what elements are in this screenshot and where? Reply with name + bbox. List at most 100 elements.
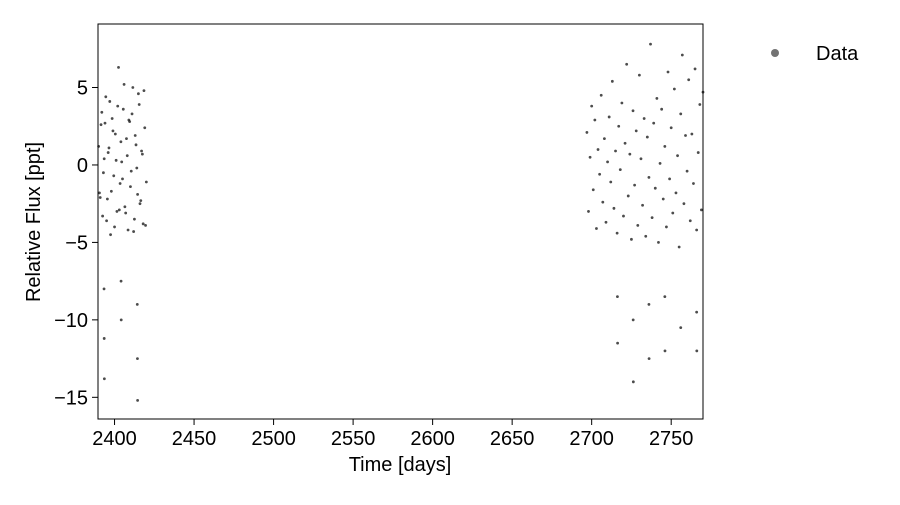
data-point: [628, 152, 632, 156]
data-point: [101, 214, 105, 218]
data-point: [606, 160, 609, 164]
data-point: [679, 326, 683, 330]
data-point: [663, 144, 667, 148]
data-point: [663, 349, 667, 353]
data-point: [98, 196, 102, 199]
data-point: [125, 154, 129, 158]
data-point: [620, 101, 624, 105]
data-point: [131, 86, 135, 89]
data-point: [141, 222, 145, 226]
y-tick-label: 5: [77, 78, 88, 100]
data-point: [610, 79, 614, 83]
data-point: [123, 205, 127, 209]
data-point: [700, 208, 703, 212]
data-point: [136, 92, 140, 96]
x-tick-label: 2500: [251, 428, 296, 450]
data-point: [666, 70, 670, 74]
data-point: [649, 42, 652, 46]
data-point: [626, 194, 630, 198]
y-tick-label: −15: [54, 387, 88, 409]
legend-label: Data: [816, 43, 859, 65]
x-axis-label: Time [days]: [349, 454, 452, 476]
data-point: [631, 109, 635, 113]
data-point: [117, 208, 121, 212]
plot-frame: [97, 23, 704, 420]
data-point: [115, 210, 119, 213]
x-tick-label: 2450: [172, 428, 217, 450]
data-point: [139, 199, 143, 202]
data-point: [692, 182, 695, 185]
data-point: [623, 141, 627, 145]
data-point: [124, 211, 128, 215]
data-point: [668, 177, 672, 181]
data-point: [136, 357, 139, 360]
data-point: [122, 83, 126, 86]
data-point: [102, 377, 106, 381]
data-point: [130, 112, 134, 116]
data-point: [107, 146, 111, 150]
data-point: [119, 318, 123, 322]
data-point: [587, 210, 590, 213]
data-point: [595, 227, 598, 230]
data-point: [690, 132, 694, 136]
data-point: [144, 223, 147, 227]
data-point: [121, 177, 124, 181]
data-point: [631, 380, 635, 384]
data-point: [110, 117, 114, 120]
data-point: [617, 124, 621, 128]
data-point: [137, 103, 141, 106]
data-point: [698, 103, 702, 106]
y-tick-label: −10: [54, 310, 88, 332]
data-point: [135, 166, 139, 170]
x-tick-label: 2700: [569, 428, 614, 450]
data-point: [129, 169, 133, 173]
data-point: [661, 197, 665, 201]
data-point: [672, 87, 676, 91]
data-point: [634, 129, 638, 133]
data-point: [696, 151, 700, 154]
x-tick-label: 2650: [490, 428, 535, 450]
legend-marker: [771, 49, 779, 57]
data-point: [128, 120, 132, 123]
data-point: [602, 137, 606, 141]
data-point: [132, 230, 136, 233]
data-point: [113, 225, 116, 229]
data-point: [596, 148, 600, 151]
data-point: [614, 149, 617, 153]
data-point: [657, 241, 660, 244]
y-tick-label: −5: [65, 232, 88, 254]
data-point: [113, 132, 117, 136]
data-point: [142, 89, 146, 93]
data-point: [677, 245, 681, 249]
data-point: [106, 151, 110, 154]
data-point: [103, 121, 107, 125]
data-point: [639, 157, 643, 161]
data-point: [676, 154, 679, 158]
data-point: [133, 134, 137, 137]
data-point: [660, 107, 664, 111]
data-point: [601, 200, 605, 204]
data-point: [679, 112, 683, 116]
data-point: [647, 175, 651, 179]
data-point: [102, 171, 105, 175]
y-tick-label: 0: [77, 155, 88, 177]
data-point: [102, 337, 106, 340]
data-point: [143, 126, 147, 130]
data-point: [665, 225, 668, 229]
data-point: [109, 189, 113, 193]
data-point: [625, 62, 629, 66]
data-point: [99, 123, 103, 127]
data-point: [136, 192, 140, 196]
data-point: [637, 73, 641, 77]
data-point: [695, 228, 699, 232]
data-point: [680, 53, 684, 57]
data-point: [585, 131, 589, 134]
data-point: [117, 65, 120, 69]
data-point: [604, 220, 608, 224]
data-point: [138, 202, 142, 206]
data-point: [693, 67, 697, 71]
data-point: [655, 96, 659, 100]
data-point: [140, 152, 144, 156]
data-point: [653, 186, 657, 190]
